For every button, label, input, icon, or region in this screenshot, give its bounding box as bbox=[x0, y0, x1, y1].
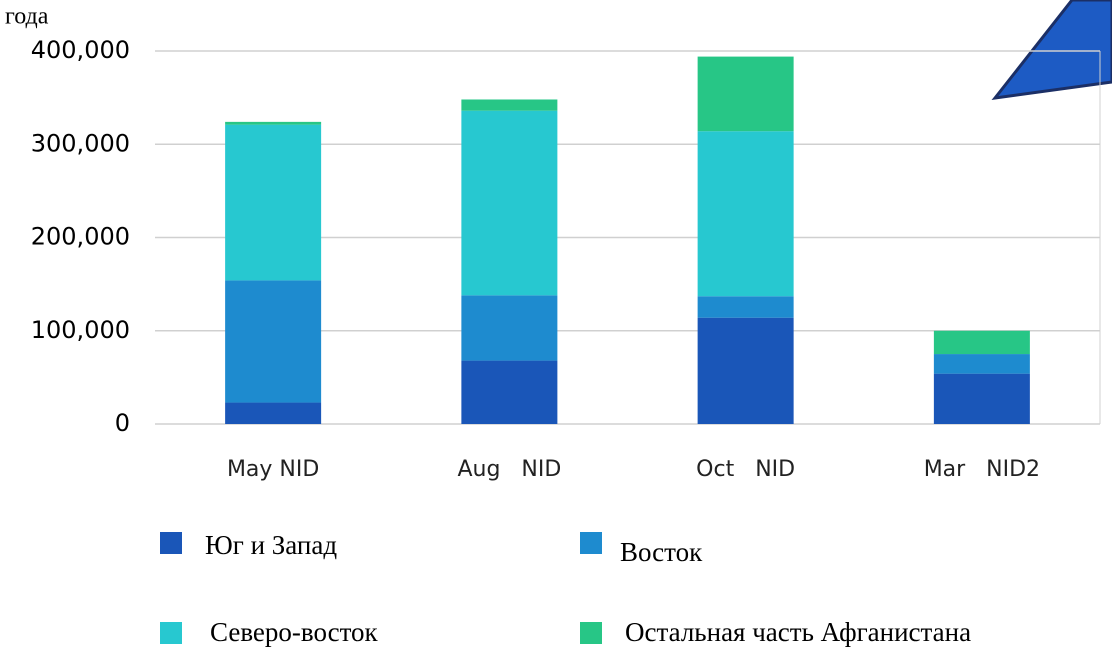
y-tick-label: 300,000 bbox=[31, 129, 130, 157]
bar-segment bbox=[697, 131, 794, 297]
y-tick-label: 400,000 bbox=[31, 36, 130, 64]
y-tick-label: 100,000 bbox=[31, 316, 130, 344]
legend-swatch bbox=[160, 622, 182, 644]
legend-swatch bbox=[580, 532, 602, 554]
legend-label: Остальная часть Афганистана bbox=[625, 617, 971, 647]
bar-segment bbox=[461, 110, 558, 296]
bar-segment bbox=[461, 360, 558, 424]
bar-segment bbox=[225, 121, 322, 125]
bar-segment bbox=[461, 295, 558, 361]
legend-swatch bbox=[160, 532, 182, 554]
bar-segment bbox=[933, 330, 1030, 355]
legend-label: Северо-восток bbox=[210, 617, 379, 647]
bar-segment bbox=[225, 124, 322, 281]
y-tick-label: 200,000 bbox=[31, 223, 130, 251]
y-tick-label: 0 bbox=[115, 409, 130, 437]
x-tick-label: Aug NID bbox=[457, 457, 561, 482]
bar-segment bbox=[461, 99, 558, 111]
bar-segment bbox=[697, 56, 794, 132]
legend-label: Восток bbox=[620, 537, 703, 567]
chart-title: года bbox=[5, 4, 49, 30]
legend-label: Юг и Запад bbox=[205, 530, 337, 560]
legend-swatch bbox=[580, 622, 602, 644]
bar-segment bbox=[697, 317, 794, 424]
bar-segment bbox=[933, 373, 1030, 424]
bar-segment bbox=[933, 354, 1030, 374]
x-tick-label: Oct NID bbox=[696, 457, 795, 482]
bar-segment bbox=[697, 296, 794, 318]
x-tick-label: May NID bbox=[227, 457, 319, 482]
x-tick-label: Mar NID2 bbox=[924, 457, 1040, 482]
bar-segment bbox=[225, 402, 322, 424]
arrow-decoration bbox=[991, 0, 1112, 100]
bar-segment bbox=[225, 280, 322, 403]
